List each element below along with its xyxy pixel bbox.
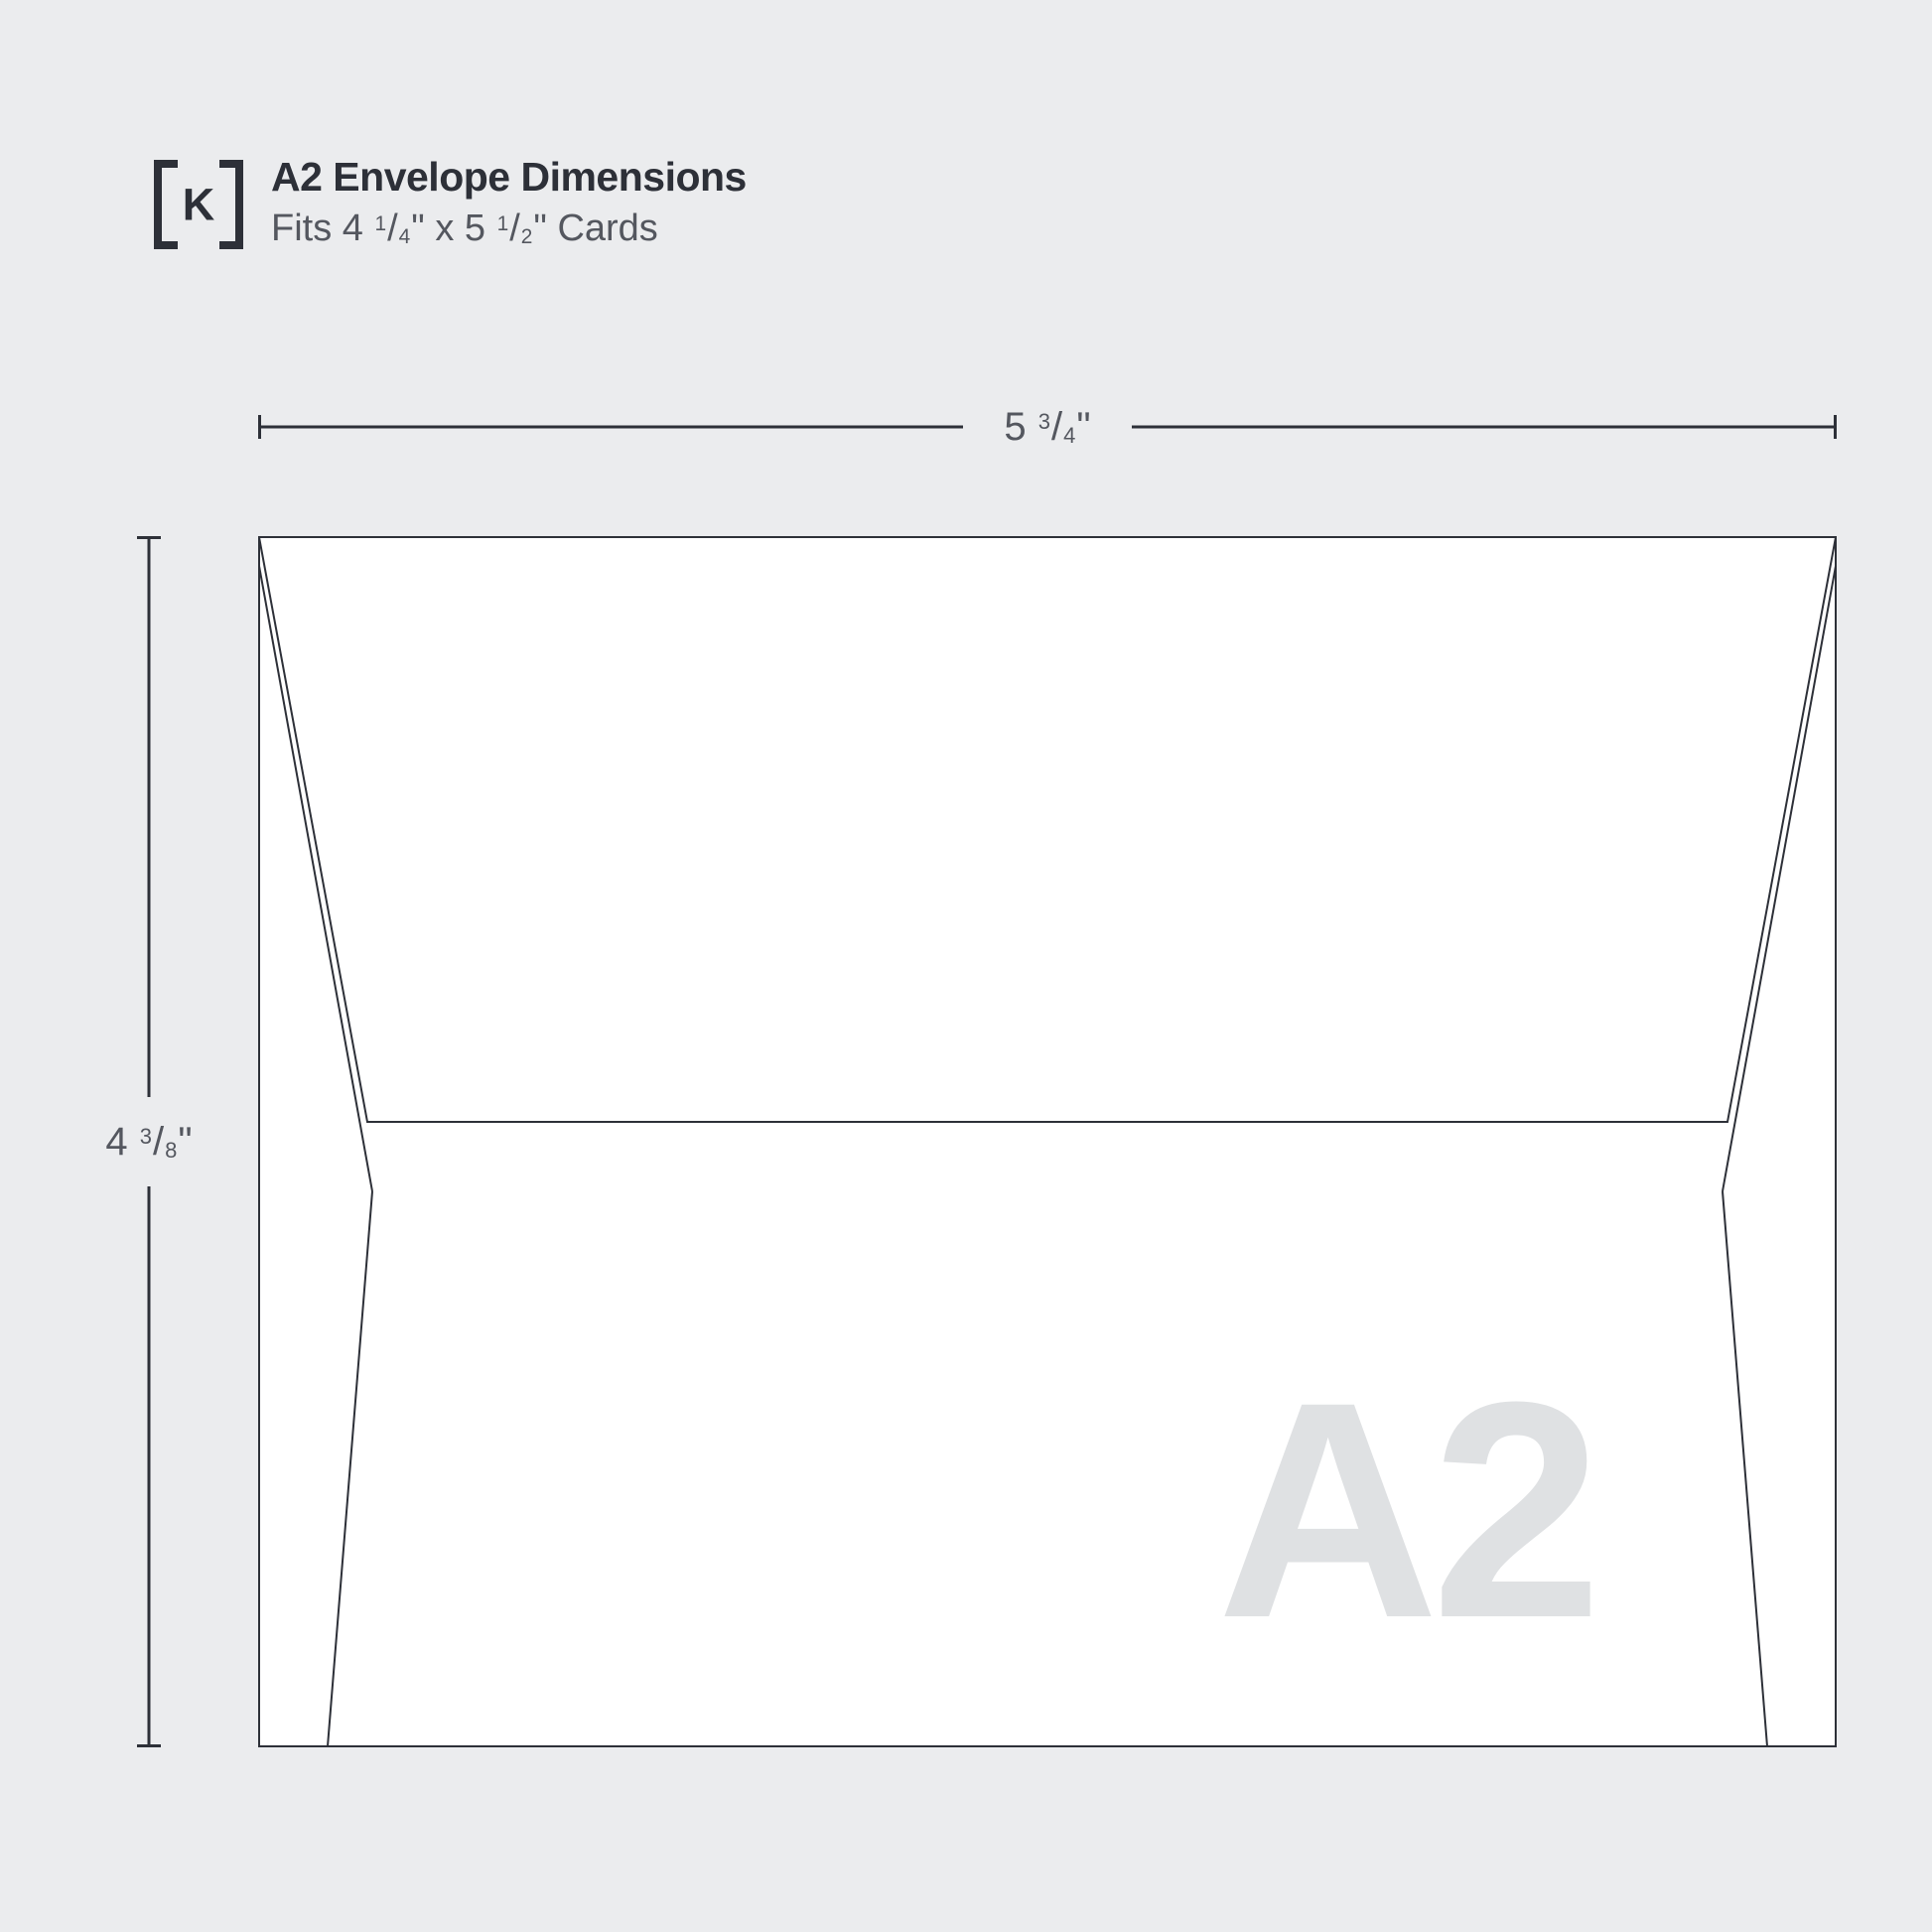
height-dimension-label: 4 3/8": [74, 1120, 223, 1165]
width-dimension: 5 3/4": [258, 407, 1837, 447]
page-title: A2 Envelope Dimensions: [271, 154, 747, 201]
svg-text:K: K: [183, 180, 215, 230]
envelope-illustration: [258, 536, 1837, 1747]
title-block: A2 Envelope Dimensions Fits 4 1/4" x 5 1…: [271, 154, 747, 252]
size-watermark: A2: [1217, 1356, 1594, 1664]
width-dimension-label: 5 3/4": [1004, 405, 1090, 450]
header: K A2 Envelope Dimensions Fits 4 1/4" x 5…: [154, 154, 747, 252]
page-subtitle: Fits 4 1/4" x 5 1/2" Cards: [271, 207, 747, 252]
brand-logo-icon: K: [154, 160, 243, 249]
height-dimension: 4 3/8": [129, 536, 169, 1747]
diagram-canvas: K A2 Envelope Dimensions Fits 4 1/4" x 5…: [0, 0, 1932, 1932]
